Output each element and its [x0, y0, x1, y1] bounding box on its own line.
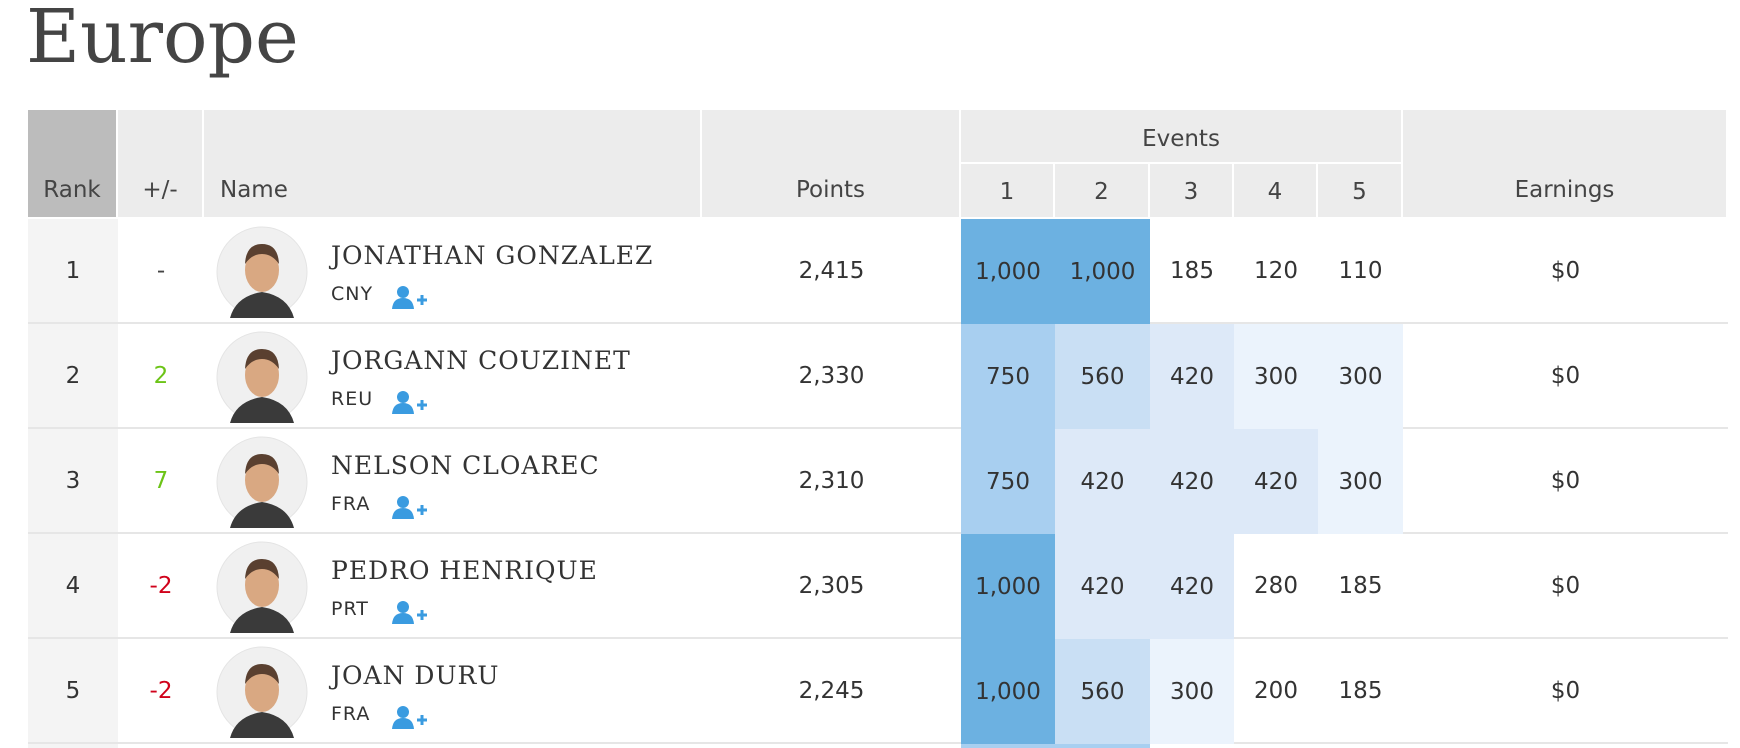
athlete-name[interactable]: JOAN DURU [331, 661, 500, 690]
points-cell: 2,305 [798, 572, 865, 599]
athlete-name[interactable]: JORGANN COUZINET [331, 346, 631, 375]
event-points: 300 [1318, 324, 1403, 429]
event-points: 560 [1055, 639, 1150, 744]
row-divider [28, 742, 1728, 744]
event-points: 1,000 [961, 219, 1055, 324]
header-event-number: 1 [961, 164, 1053, 217]
change-cell: -2 [149, 572, 173, 599]
header-name: Name [204, 110, 700, 217]
earnings-cell: $0 [1550, 362, 1581, 389]
event-points: 420 [1055, 429, 1150, 534]
event-points: 420 [1234, 429, 1318, 534]
header-event-number: 5 [1318, 164, 1401, 217]
country-code: PRT [331, 598, 369, 620]
header-event-number: 3 [1150, 164, 1232, 217]
event-points: 560 [1055, 324, 1150, 429]
event-points: 280 [1234, 534, 1318, 637]
row-divider [28, 427, 1728, 429]
header-rank: Rank [28, 110, 116, 217]
change-cell: -2 [149, 677, 173, 704]
header-earnings: Earnings [1403, 110, 1726, 217]
change-cell: 2 [153, 362, 169, 389]
event-points: 420 [1150, 534, 1234, 639]
rank-cell: 3 [28, 429, 118, 532]
header-points: Points [702, 110, 959, 217]
avatar [216, 646, 308, 738]
event-points: 420 [1150, 324, 1234, 429]
event-points: 110 [1318, 219, 1403, 322]
row-divider [28, 322, 1728, 324]
event-points: 120 [1234, 219, 1318, 322]
change-cell: - [156, 257, 166, 284]
header-event-number: 4 [1234, 164, 1316, 217]
header-change: +/- [118, 110, 202, 217]
points-cell: 2,415 [798, 257, 865, 284]
event-points: 750 [961, 429, 1055, 534]
follow-icon[interactable] [391, 494, 429, 520]
country-code: REU [331, 388, 374, 410]
event-points: 1,000 [961, 639, 1055, 744]
avatar [216, 541, 308, 633]
rank-cell: 5 [28, 639, 118, 742]
athlete-name[interactable]: PEDRO HENRIQUE [331, 556, 598, 585]
points-cell: 2,330 [798, 362, 865, 389]
country-code: CNY [331, 283, 374, 305]
page-title: Europe [26, 0, 299, 80]
change-cell: 7 [153, 467, 169, 494]
event-points: 420 [1150, 429, 1234, 534]
next-row-strip [961, 744, 1150, 748]
event-points: 750 [961, 324, 1055, 429]
athlete-name[interactable]: NELSON CLOAREC [331, 451, 600, 480]
follow-icon[interactable] [391, 704, 429, 730]
rank-cell: 4 [28, 534, 118, 637]
event-points: 300 [1234, 324, 1318, 429]
event-points: 185 [1318, 534, 1403, 637]
event-points: 300 [1318, 429, 1403, 534]
points-cell: 2,245 [798, 677, 865, 704]
event-points: 200 [1234, 639, 1318, 742]
earnings-cell: $0 [1550, 257, 1581, 284]
rank-cell: 2 [28, 324, 118, 427]
avatar [216, 226, 308, 318]
rank-cell: 1 [28, 219, 118, 322]
follow-icon[interactable] [391, 284, 429, 310]
country-code: FRA [331, 703, 371, 725]
event-points: 420 [1055, 534, 1150, 639]
follow-icon[interactable] [391, 599, 429, 625]
header-events: Events [961, 110, 1401, 162]
country-code: FRA [331, 493, 371, 515]
avatar [216, 331, 308, 423]
event-points: 185 [1150, 219, 1234, 322]
row-divider [28, 637, 1728, 639]
avatar [216, 436, 308, 528]
row-divider [28, 532, 1728, 534]
earnings-cell: $0 [1550, 467, 1581, 494]
earnings-cell: $0 [1550, 677, 1581, 704]
points-cell: 2,310 [798, 467, 865, 494]
event-points: 1,000 [961, 534, 1055, 639]
follow-icon[interactable] [391, 389, 429, 415]
athlete-name[interactable]: JONATHAN GONZALEZ [331, 241, 654, 270]
event-points: 1,000 [1055, 219, 1150, 324]
event-points: 300 [1150, 639, 1234, 744]
next-row-strip [28, 744, 118, 748]
event-points: 185 [1318, 639, 1403, 742]
header-event-number: 2 [1055, 164, 1148, 217]
earnings-cell: $0 [1550, 572, 1581, 599]
